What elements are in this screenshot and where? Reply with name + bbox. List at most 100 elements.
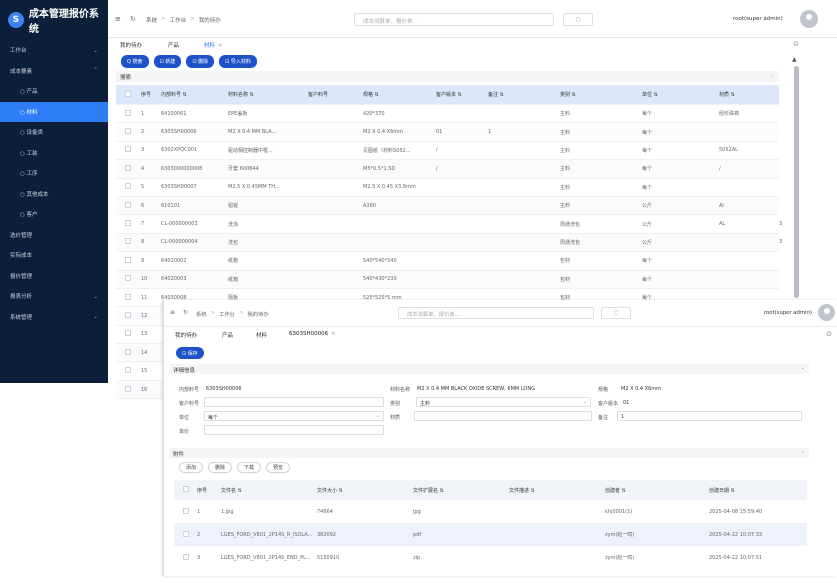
chevron-down-icon[interactable]: ⌄ xyxy=(800,449,805,455)
column-header[interactable]: 文件扩展名 ⇅ xyxy=(413,487,444,494)
row-checkbox[interactable] xyxy=(125,385,131,392)
sidebar-item[interactable]: ○ 材料 xyxy=(0,101,108,122)
texture-field[interactable] xyxy=(414,411,592,421)
breadcrumb-item[interactable]: 工作台 xyxy=(169,18,187,24)
create-button[interactable]: ⊡ 新建 xyxy=(153,55,182,68)
gear-icon[interactable]: ⊙ xyxy=(793,40,799,48)
table-row[interactable]: 7 CL-000000003 洗涤 周通洗包 公斤 AL 3 xyxy=(116,215,782,234)
attachment-row[interactable]: 2 LGES_FORD_V801_2P14S_R_ISOLA... 382092 pd… xyxy=(174,523,807,546)
close-icon[interactable]: × xyxy=(218,43,223,49)
attachment-row[interactable]: 1 1.jpg 74664 jpg khj0001(1) 2025-04-08 15:59… xyxy=(174,500,807,523)
menu-icon[interactable]: ≡ xyxy=(115,15,121,23)
breadcrumb-item[interactable]: 系统 xyxy=(146,18,158,24)
sidebar-item[interactable]: ○ 其他成本 xyxy=(0,184,108,205)
add-attachment-button[interactable]: 添加 xyxy=(179,462,204,473)
import-material-button[interactable]: ⊡ 导入材料 xyxy=(219,55,257,68)
sidebar-item[interactable]: 工作台 ⌄ xyxy=(0,40,108,61)
row-checkbox[interactable] xyxy=(125,128,131,135)
sidebar-item[interactable]: ○ 产品 xyxy=(0,81,108,102)
row-checkbox[interactable] xyxy=(125,164,131,171)
column-header[interactable]: 客户料号 xyxy=(308,92,329,98)
select-all-checkbox[interactable] xyxy=(183,486,189,492)
gear-icon[interactable]: ⊙ xyxy=(826,330,832,338)
tab-material[interactable]: 材料 × xyxy=(204,41,223,49)
sidebar-item[interactable]: ○ 设备类 xyxy=(0,122,108,143)
row-checkbox[interactable] xyxy=(125,146,131,153)
refresh-icon[interactable]: ↻ xyxy=(130,15,136,23)
unit-select[interactable]: 每个 ⌄ xyxy=(204,411,384,421)
tab-my-todo[interactable]: 我的待办 xyxy=(120,41,142,49)
row-checkbox[interactable] xyxy=(183,553,189,560)
avatar[interactable] xyxy=(800,10,818,28)
tab-my-todo[interactable]: 我的待办 xyxy=(175,331,197,339)
column-header[interactable]: 文件描述 ⇅ xyxy=(509,487,535,494)
global-search-input[interactable]: 成本测算单、报价单... xyxy=(354,13,554,26)
avatar[interactable] xyxy=(818,304,835,321)
sidebar-item[interactable]: 成本要素 ⌃ xyxy=(0,61,108,82)
column-header[interactable]: 规格 ⇅ xyxy=(363,92,379,98)
row-checkbox[interactable] xyxy=(125,367,131,374)
column-header[interactable]: 备注 ⇅ xyxy=(488,92,504,98)
breadcrumb-item[interactable]: 我的待办 xyxy=(247,312,269,318)
category-select[interactable]: 主料 ⌄ xyxy=(416,397,591,407)
column-header[interactable]: 序号 xyxy=(197,487,208,494)
row-checkbox[interactable] xyxy=(183,530,189,537)
table-row[interactable]: 4 6303000000008 牙套 600844 M5*0.5*1.5D / 主料 每个 / xyxy=(116,160,779,179)
column-header[interactable]: 客户版本 ⇅ xyxy=(436,92,462,98)
sidebar-item[interactable]: 实际成本 xyxy=(0,245,108,266)
table-row[interactable]: 2 6303SH00006 M2 X 0.4 MM BLA... M2 X 0.4 X… xyxy=(116,123,779,142)
row-checkbox[interactable] xyxy=(125,256,131,263)
chevron-right-icon[interactable]: › xyxy=(770,73,773,79)
table-row[interactable]: 5 6303SH00007 M2.5 X 0.45MM TH... M2.5 X 0.… xyxy=(116,179,779,197)
menu-icon[interactable]: ≡ xyxy=(170,309,176,316)
scroll-up-icon[interactable]: ▲ xyxy=(792,56,797,63)
save-button[interactable]: ⊡ 保存 xyxy=(176,347,204,359)
detail-section-header[interactable]: 详细信息 ⌄ xyxy=(169,364,809,374)
table-row[interactable]: 1 64100061 EPE盖板 420*370 主料 每个 经珍珠棉 xyxy=(116,105,779,124)
column-header[interactable]: 文件大小 ⇅ xyxy=(317,487,343,494)
remark-field[interactable]: 1 xyxy=(617,411,802,421)
sidebar-item[interactable]: 系统管理 ⌄ xyxy=(0,307,108,328)
search-button[interactable]: Q 搜索 xyxy=(121,55,149,68)
row-checkbox[interactable] xyxy=(125,201,131,208)
column-header[interactable]: 文件名 ⇅ xyxy=(221,487,242,494)
column-header[interactable]: 类别 ⇅ xyxy=(560,92,576,98)
tab-product[interactable]: 产品 xyxy=(168,41,179,49)
preview-attachment-button[interactable]: 预览 xyxy=(266,462,291,473)
row-checkbox[interactable] xyxy=(125,348,131,355)
table-row[interactable]: 6 610101 铝锭 A380 主料 公斤 Al xyxy=(116,196,779,216)
select-all-checkbox[interactable] xyxy=(125,90,131,97)
sidebar-item[interactable]: 报价管理 xyxy=(0,266,108,287)
chevron-down-icon[interactable]: ⌄ xyxy=(800,365,805,371)
user-name[interactable]: root(super admin) xyxy=(733,16,783,22)
table-row[interactable]: 8 CL-000000004 洗包 周通洗包 公斤 3 xyxy=(116,233,782,253)
column-header[interactable]: 创建者 ⇅ xyxy=(605,487,626,494)
column-header[interactable]: 材质 ⇅ xyxy=(719,92,735,98)
column-header[interactable]: 内部料号 ⇅ xyxy=(161,92,187,98)
global-search-input[interactable]: 成本测算单、报价单... xyxy=(398,307,594,319)
table-row[interactable]: 3 6302XPQC001 驱动相控制器中框... 见图纸（材料5052... / 主料 每… xyxy=(116,142,779,161)
table-row[interactable]: 10 64020003 纸箱 540*430*230 包材 每个 xyxy=(116,270,779,289)
column-header[interactable]: 创建日期 ⇅ xyxy=(709,487,735,494)
row-checkbox[interactable] xyxy=(125,330,131,337)
sidebar-item[interactable]: 选价管理 xyxy=(0,225,108,246)
row-checkbox[interactable] xyxy=(125,220,131,227)
breadcrumb-item[interactable]: 工作台 xyxy=(219,312,235,318)
close-icon[interactable]: × xyxy=(331,331,336,337)
row-checkbox[interactable] xyxy=(125,238,131,245)
scrollbar[interactable] xyxy=(794,66,799,298)
column-header[interactable]: 单位 ⇅ xyxy=(642,92,658,98)
price-field[interactable] xyxy=(204,425,384,435)
attachment-row[interactable]: 3 LGES_FORD_V801_2P14S_END_PL... 5150910 zi… xyxy=(174,546,807,569)
customer-no-field[interactable] xyxy=(204,397,384,407)
search-icon[interactable]: ○ xyxy=(563,13,593,26)
delete-attachment-button[interactable]: 删除 xyxy=(208,462,233,473)
row-checkbox[interactable] xyxy=(183,507,189,514)
breadcrumb-item[interactable]: 系统 xyxy=(196,312,207,318)
breadcrumb-item[interactable]: 我的待办 xyxy=(198,18,221,24)
row-checkbox[interactable] xyxy=(125,183,131,190)
refresh-icon[interactable]: ↻ xyxy=(183,309,189,316)
search-section-header[interactable]: 搜索 › xyxy=(116,71,779,82)
user-name[interactable]: root(super admin) xyxy=(764,310,812,316)
search-icon[interactable]: ○ xyxy=(601,307,631,319)
